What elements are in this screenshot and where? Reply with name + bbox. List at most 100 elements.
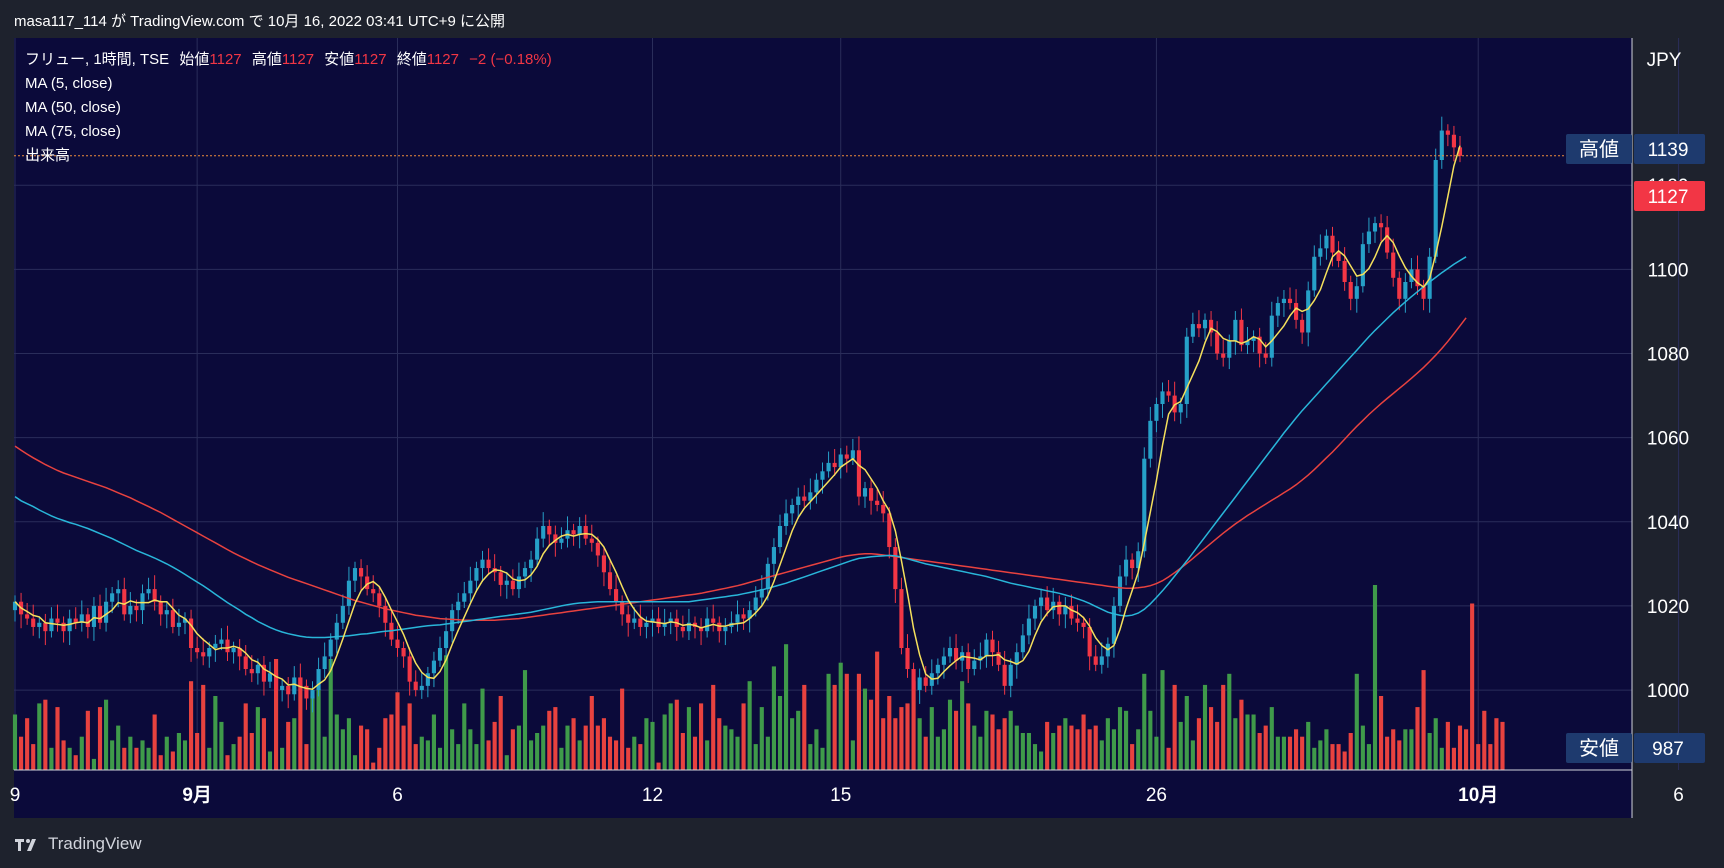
volume-bar xyxy=(170,751,175,770)
candle-body xyxy=(1330,235,1335,253)
volume-bar xyxy=(638,744,643,770)
volume-bar xyxy=(1427,733,1432,770)
moving-averages xyxy=(14,145,1467,690)
candle-body xyxy=(790,504,795,514)
volume-bar xyxy=(571,718,576,770)
candle-body xyxy=(401,648,406,657)
volume-bar xyxy=(1008,710,1013,770)
candle-body xyxy=(176,622,181,627)
candle-body xyxy=(583,526,588,539)
legend-low-label: 安値 xyxy=(324,51,355,68)
candle-body xyxy=(1045,597,1050,611)
candle-body xyxy=(1294,303,1299,320)
candle-body xyxy=(1069,605,1074,619)
candle-body xyxy=(620,601,625,615)
volume-bar xyxy=(790,718,795,770)
legend-indicator-ma5[interactable]: MA (5, close) xyxy=(25,75,113,92)
candle-body xyxy=(97,605,103,623)
volume-bar xyxy=(1166,747,1171,770)
candle-body xyxy=(292,677,297,695)
volume-bar xyxy=(954,710,959,770)
volume-bar xyxy=(25,718,30,770)
candle-body xyxy=(972,660,977,670)
candle-body xyxy=(316,669,321,691)
candle-body xyxy=(85,614,90,627)
volume-bar xyxy=(686,707,691,770)
volume-bar xyxy=(304,744,309,770)
volume-bar xyxy=(1202,684,1208,770)
candle-body xyxy=(322,656,327,670)
legend: フリュー, 1時間, TSE 始値1127 高値1127 安値1127 終値11… xyxy=(25,48,552,168)
candle-body xyxy=(1451,134,1456,148)
volume-bar xyxy=(650,721,655,770)
volume-bar xyxy=(110,740,115,770)
volume-bar xyxy=(814,729,819,770)
legend-low-value: 1127 xyxy=(354,51,387,68)
volume-bar xyxy=(796,710,801,770)
currency-label: JPY xyxy=(1647,50,1682,71)
volume-bar xyxy=(31,744,36,770)
ma5-line xyxy=(14,145,1461,690)
volume-bar xyxy=(632,736,637,770)
candle-body xyxy=(1348,282,1353,299)
candle-body xyxy=(1051,601,1056,611)
candle-body xyxy=(328,639,333,657)
volume-bar xyxy=(784,644,789,770)
candle-body xyxy=(1148,420,1153,459)
candle-body xyxy=(686,622,691,632)
candle-body xyxy=(37,622,42,627)
candle-body xyxy=(1354,286,1359,299)
volume-bar xyxy=(1385,736,1390,770)
candle-body xyxy=(1014,652,1019,665)
candle-body xyxy=(1093,656,1098,665)
candle-body xyxy=(1032,605,1038,619)
y-tick-label: 1020 xyxy=(1647,597,1689,618)
candle-body xyxy=(134,605,139,611)
volume-bar xyxy=(875,651,880,770)
volume-bar xyxy=(656,762,661,770)
volume-bar xyxy=(1464,729,1469,770)
legend-indicator-ma50[interactable]: MA (50, close) xyxy=(25,99,121,116)
volume-bar xyxy=(960,681,965,770)
volume-bar xyxy=(996,729,1001,770)
x-tick-label: 26 xyxy=(1146,785,1167,806)
volume-bar xyxy=(1130,744,1135,770)
volume-bar xyxy=(498,696,503,770)
volume-bar xyxy=(1330,744,1335,770)
volume-bar xyxy=(85,710,90,770)
candle-body xyxy=(881,504,886,514)
candle-body xyxy=(1008,664,1013,686)
candle-body xyxy=(128,605,133,615)
volume-bar xyxy=(1409,729,1414,770)
volume-bar xyxy=(777,696,783,770)
candle-body xyxy=(869,488,874,501)
legend-indicator-volume[interactable]: 出来高 xyxy=(25,147,71,164)
volume-bar xyxy=(346,718,351,770)
volume-bar xyxy=(741,703,746,770)
candle-body xyxy=(784,513,789,526)
volume-bar xyxy=(1227,673,1232,770)
candle-body xyxy=(1263,353,1268,358)
candle-body xyxy=(61,622,66,632)
volume-bar xyxy=(1063,718,1068,770)
candle-body xyxy=(1287,298,1293,304)
candle-body xyxy=(1318,248,1323,257)
candle-body xyxy=(699,626,704,632)
candle-body xyxy=(1397,277,1402,299)
volume-bar xyxy=(923,736,928,770)
candle-body xyxy=(947,648,953,657)
volume-bar xyxy=(201,684,206,770)
volume-bar xyxy=(711,684,716,770)
legend-indicator-ma75[interactable]: MA (75, close) xyxy=(25,123,121,140)
volume-bar xyxy=(407,703,412,770)
volume-bar xyxy=(1421,670,1426,770)
y-axis: 1000102010401060108011001120 xyxy=(1647,176,1689,702)
candle-body xyxy=(383,605,388,623)
volume-bar xyxy=(328,659,333,770)
x-tick-label: 6 xyxy=(392,785,403,806)
candle-body xyxy=(1239,319,1244,346)
volume-bar xyxy=(274,659,279,770)
footer: TradingView xyxy=(14,834,142,854)
volume-bar xyxy=(808,744,813,770)
